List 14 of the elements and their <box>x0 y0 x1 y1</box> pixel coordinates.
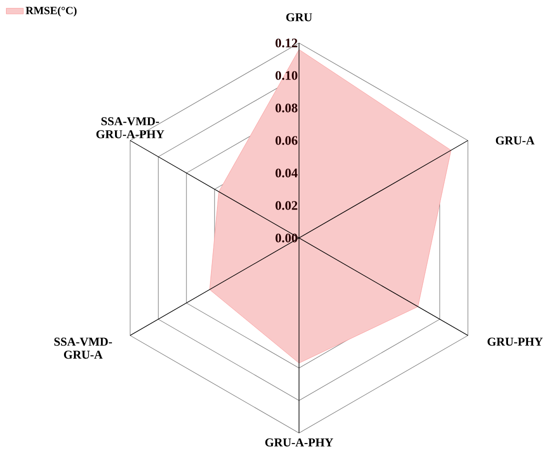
spoke-label: SSA-VMD-GRU-A <box>54 338 112 359</box>
y-tick-label: 0.08 <box>276 104 298 112</box>
spoke-label: GRU-A-PHY <box>265 438 334 446</box>
y-tick-label: 0.06 <box>276 136 298 145</box>
y-tick-label: 0.00 <box>276 234 298 242</box>
legend-label: RMSE(°C) <box>26 6 77 16</box>
spoke-label: SSA-VMD-GRU-A-PHY <box>96 117 164 138</box>
y-tick-label: 0.12 <box>276 38 298 48</box>
spoke-label: GRU-A <box>496 136 535 145</box>
spoke-label: GRU-PHY <box>488 338 543 346</box>
y-tick-label: 0.10 <box>276 71 298 80</box>
y-tick-label: 0.02 <box>276 201 298 210</box>
spoke-label: GRU <box>286 13 312 22</box>
y-tick-label: 0.04 <box>276 168 298 178</box>
